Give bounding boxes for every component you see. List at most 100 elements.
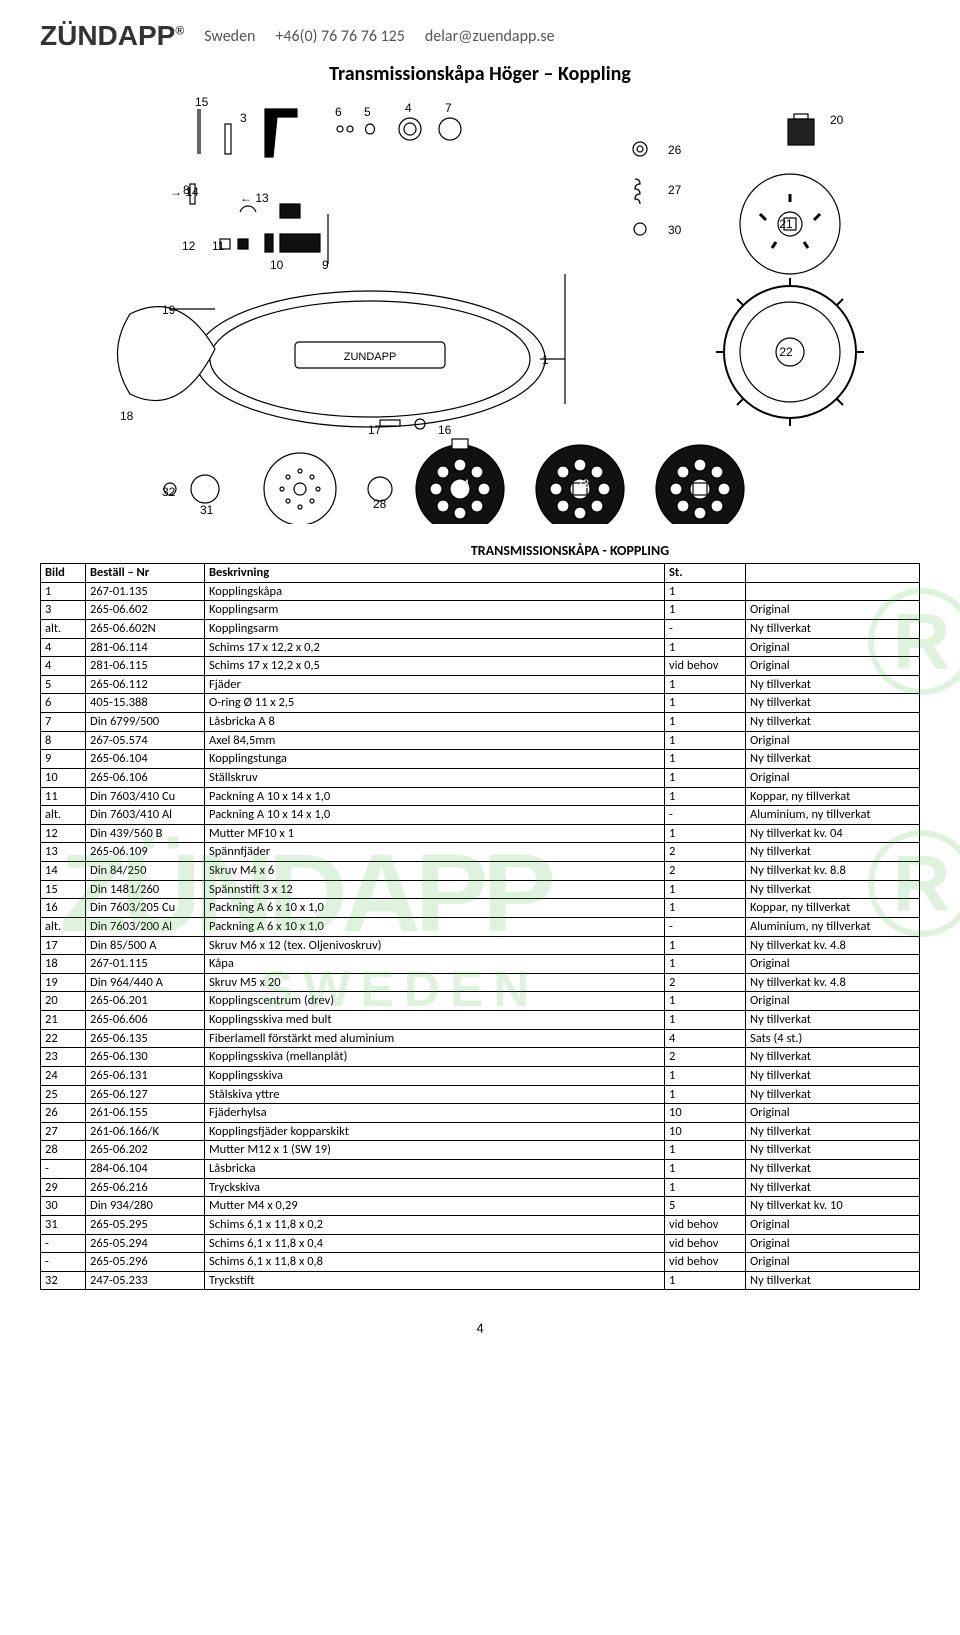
table-cell — [746, 582, 920, 601]
table-cell: 267-01.115 — [86, 955, 205, 974]
table-row: alt.265-06.602NKopplingsarm-Ny tillverka… — [41, 619, 920, 638]
svg-text:20: 20 — [830, 113, 844, 127]
table-cell: Ny tillverkat kv. 4.8 — [746, 973, 920, 992]
table-cell: Original — [746, 1215, 920, 1234]
table-row: 3265-06.602Kopplingsarm1Original — [41, 601, 920, 620]
table-row: 12Din 439/560 BMutter MF10 x 11Ny tillve… — [41, 824, 920, 843]
table-row: 27261-06.166/KKopplingsfjäder kopparskik… — [41, 1122, 920, 1141]
table-cell: 265-06.130 — [86, 1048, 205, 1067]
table-cell: Schims 6,1 x 11,8 x 0,8 — [205, 1253, 665, 1272]
table-cell: - — [41, 1253, 86, 1272]
table-row: 14Din 84/250Skruv M4 x 62Ny tillverkat k… — [41, 862, 920, 881]
table-row: 26261-06.155Fjäderhylsa10Original — [41, 1104, 920, 1123]
table-cell: Kopplingsskiva — [205, 1066, 665, 1085]
table-cell: Skruv M4 x 6 — [205, 862, 665, 881]
table-cell: 284-06.104 — [86, 1160, 205, 1179]
table-cell: 265-06.104 — [86, 750, 205, 769]
table-cell: Låsbricka — [205, 1160, 665, 1179]
table-row: 20265-06.201Kopplingscentrum (drev)1Orig… — [41, 992, 920, 1011]
table-row: -265-05.294Schims 6,1 x 11,8 x 0,4vid be… — [41, 1234, 920, 1253]
table-cell: vid behov — [665, 1215, 746, 1234]
table-row: 15Din 1481/260Spännstift 3 x 121Ny tillv… — [41, 880, 920, 899]
table-cell: 1 — [665, 582, 746, 601]
table-cell: Skruv M5 x 20 — [205, 973, 665, 992]
table-cell: Ny tillverkat — [746, 1085, 920, 1104]
svg-text:ZUNDAPP: ZUNDAPP — [344, 351, 397, 363]
page-number: 4 — [40, 1320, 920, 1337]
table-cell: Ny tillverkat — [746, 1066, 920, 1085]
table-cell: 1 — [41, 582, 86, 601]
table-cell: 265-06.106 — [86, 768, 205, 787]
col-note — [746, 564, 920, 583]
table-cell: Din 6799/500 — [86, 713, 205, 732]
table-cell: - — [665, 619, 746, 638]
table-cell: 29 — [41, 1178, 86, 1197]
table-cell: 19 — [41, 973, 86, 992]
table-cell: Din 964/440 A — [86, 973, 205, 992]
table-cell: 21 — [41, 1011, 86, 1030]
section-title: TRANSMISSIONSKÅPA - KOPPLING — [220, 542, 920, 559]
table-cell: 28 — [41, 1141, 86, 1160]
table-row: -265-05.296Schims 6,1 x 11,8 x 0,8vid be… — [41, 1253, 920, 1272]
svg-text:18: 18 — [120, 409, 134, 423]
table-cell: 1 — [665, 880, 746, 899]
table-cell: Packning A 10 x 14 x 1,0 — [205, 787, 665, 806]
table-row: 11Din 7603/410 CuPackning A 10 x 14 x 1,… — [41, 787, 920, 806]
table-cell: 6 — [41, 694, 86, 713]
table-cell: Spännstift 3 x 12 — [205, 880, 665, 899]
table-cell: Mutter MF10 x 1 — [205, 824, 665, 843]
page-title: Transmissionskåpa Höger – Koppling — [40, 62, 920, 86]
table-cell: 1 — [665, 1085, 746, 1104]
table-row: 4281-06.115Schims 17 x 12,2 x 0,5vid beh… — [41, 657, 920, 676]
svg-text:9: 9 — [322, 258, 329, 272]
table-cell: Fiberlamell förstärkt med aluminium — [205, 1029, 665, 1048]
table-cell: 2 — [665, 973, 746, 992]
email-label: delar@zuendapp.se — [425, 27, 555, 46]
svg-text:24: 24 — [456, 477, 470, 491]
table-cell: 265-05.296 — [86, 1253, 205, 1272]
table-cell: vid behov — [665, 657, 746, 676]
table-cell: 1 — [665, 638, 746, 657]
table-cell: 31 — [41, 1215, 86, 1234]
table-cell: - — [665, 806, 746, 825]
table-cell: Din 85/500 A — [86, 936, 205, 955]
table-cell: 265-06.112 — [86, 675, 205, 694]
table-cell: Original — [746, 1234, 920, 1253]
brand-text: ZÜNDAPP — [40, 20, 175, 51]
table-cell: Ny tillverkat — [746, 1141, 920, 1160]
table-cell: 261-06.155 — [86, 1104, 205, 1123]
table-cell: Schims 17 x 12,2 x 0,2 — [205, 638, 665, 657]
table-cell: 265-06.216 — [86, 1178, 205, 1197]
table-cell: Ny tillverkat — [746, 675, 920, 694]
table-cell: Original — [746, 657, 920, 676]
table-cell: Din 439/560 B — [86, 824, 205, 843]
table-row: 30Din 934/280Mutter M4 x 0,295Ny tillver… — [41, 1197, 920, 1216]
table-row: 18267-01.115Kåpa1Original — [41, 955, 920, 974]
table-cell: 2 — [665, 862, 746, 881]
table-cell: Original — [746, 1104, 920, 1123]
table-cell: Original — [746, 638, 920, 657]
table-row: 22265-06.135Fiberlamell förstärkt med al… — [41, 1029, 920, 1048]
table-cell: 1 — [665, 1011, 746, 1030]
svg-text:8: 8 — [585, 274, 591, 287]
table-cell: Original — [746, 768, 920, 787]
svg-text:31: 31 — [200, 503, 214, 517]
table-cell: alt. — [41, 806, 86, 825]
table-cell: 10 — [665, 1104, 746, 1123]
table-cell: 10 — [41, 768, 86, 787]
table-cell: Stålskiva yttre — [205, 1085, 665, 1104]
table-cell: 265-06.602N — [86, 619, 205, 638]
table-cell: 265-06.127 — [86, 1085, 205, 1104]
table-cell: 4 — [665, 1029, 746, 1048]
table-cell: 14 — [41, 862, 86, 881]
table-cell: 1 — [665, 936, 746, 955]
table-cell: 27 — [41, 1122, 86, 1141]
col-nr: Beställ – Nr — [86, 564, 205, 583]
table-cell: 4 — [41, 638, 86, 657]
table-row: 9265-06.104Kopplingstunga1Ny tillverkat — [41, 750, 920, 769]
table-cell: 265-06.201 — [86, 992, 205, 1011]
table-row: 10265-06.106Ställskruv1Original — [41, 768, 920, 787]
registered-mark: ® — [175, 24, 184, 38]
table-cell: - — [665, 917, 746, 936]
table-cell: 1 — [665, 1141, 746, 1160]
